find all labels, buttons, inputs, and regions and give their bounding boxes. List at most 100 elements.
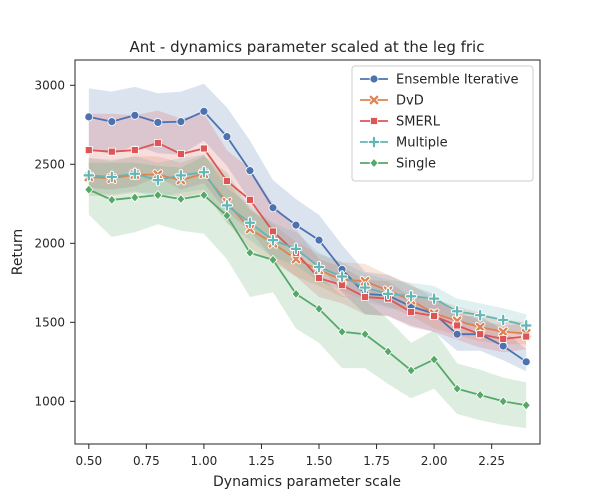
data-point-glyph: [175, 170, 187, 181]
data-point: [84, 184, 94, 195]
data-point: [337, 326, 347, 337]
data-point: [107, 117, 117, 127]
data-point: [223, 176, 231, 185]
data-point-glyph: [245, 224, 255, 234]
x-tick-label: 0.50: [75, 454, 102, 468]
data-point: [498, 341, 508, 351]
data-point: [521, 400, 531, 411]
data-point-glyph: [336, 271, 348, 282]
data-point-glyph: [498, 327, 508, 337]
data-point: [268, 203, 278, 213]
data-point-glyph: [83, 170, 95, 181]
y-tick-label: 2000: [34, 236, 65, 250]
data-point: [130, 146, 139, 154]
data-point: [521, 357, 531, 367]
data-point: [222, 210, 232, 221]
data-point-glyph: [106, 171, 118, 183]
legend-label: Multiple: [396, 136, 448, 151]
data-point: [153, 118, 163, 127]
data-point: [107, 194, 117, 205]
y-axis-label: Return: [10, 229, 26, 275]
data-point: [315, 274, 323, 282]
x-axis-ticks: 0.50 0.75 1.00 1.25 1.50 1.75 2.00 2.25: [75, 444, 505, 468]
legend-label: SMERL: [396, 115, 441, 130]
data-point-glyph: [291, 254, 301, 264]
data-point: [245, 166, 255, 176]
data-point: [370, 117, 378, 125]
x-tick-label: 1.25: [248, 454, 275, 468]
data-point-glyph: [382, 288, 394, 300]
data-point: [176, 117, 186, 127]
data-point: [153, 139, 162, 147]
data-point: [475, 389, 485, 401]
data-point-glyph: [475, 322, 485, 332]
data-point-glyph: [360, 276, 370, 286]
data-point-glyph: [428, 293, 440, 304]
x-tick-label: 2.25: [478, 454, 505, 468]
data-point: [369, 157, 379, 169]
chart-title: Ant - dynamics parameter scaled at the l…: [130, 38, 485, 56]
x-tick-label: 0.75: [133, 454, 160, 468]
data-point-glyph: [221, 200, 233, 211]
legend-label: DvD: [396, 94, 424, 109]
plot-frame: [74, 59, 541, 445]
data-point-glyph: [474, 309, 486, 321]
data-point: [268, 254, 278, 266]
data-point: [176, 150, 185, 158]
data-point: [107, 147, 116, 156]
data-point-glyph: [359, 282, 371, 293]
data-point-glyph: [129, 168, 141, 180]
data-point: [360, 329, 370, 340]
data-point: [84, 112, 94, 122]
x-tick-label: 2.00: [421, 454, 448, 468]
data-point: [246, 195, 254, 204]
data-point: [199, 190, 209, 201]
data-point: [84, 146, 93, 154]
legend-label: Ensemble Iterative: [396, 73, 519, 88]
data-point-glyph: [267, 234, 279, 246]
data-point-glyph: [520, 320, 532, 331]
data-point: [499, 335, 508, 343]
y-tick-label: 1000: [34, 394, 65, 408]
confidence-band: [88, 83, 527, 372]
data-point-glyph: [313, 261, 325, 273]
data-point-glyph: [152, 174, 164, 186]
data-point: [452, 383, 462, 394]
x-tick-label: 1.75: [363, 454, 390, 468]
confidence-band: [88, 154, 527, 337]
x-tick-label: 1.50: [306, 454, 333, 468]
data-point-glyph: [244, 217, 256, 229]
data-point: [314, 235, 324, 245]
data-point: [383, 346, 393, 357]
confidence-band: [88, 156, 527, 429]
data-point: [476, 330, 485, 339]
data-point: [430, 312, 439, 320]
data-point-glyph: [368, 136, 380, 148]
data-point-glyph: [369, 95, 379, 105]
data-point: [369, 74, 379, 84]
data-point-glyph: [405, 290, 417, 302]
y-tick-label: 2500: [34, 157, 65, 171]
legend: Ensemble Iterative DvD SMERL Multiple Single: [351, 65, 534, 182]
y-tick-label: 3000: [34, 78, 65, 92]
data-point: [199, 106, 209, 116]
data-point: [222, 132, 232, 142]
data-point: [406, 365, 416, 376]
data-point-glyph: [451, 305, 463, 317]
data-point: [453, 321, 462, 330]
data-point: [522, 332, 531, 341]
data-point: [176, 193, 186, 205]
x-tick-label: 1.00: [191, 454, 218, 468]
data-point: [153, 190, 163, 201]
data-point-glyph: [497, 314, 509, 326]
data-point: [291, 220, 301, 230]
data-point: [361, 293, 369, 301]
data-point: [314, 303, 324, 314]
y-axis-ticks: 1000 1500 2000 2500 3000: [34, 78, 75, 408]
data-point: [452, 329, 462, 339]
data-point-glyph: [198, 166, 210, 178]
data-point-glyph: [290, 243, 302, 255]
data-point: [130, 110, 140, 120]
